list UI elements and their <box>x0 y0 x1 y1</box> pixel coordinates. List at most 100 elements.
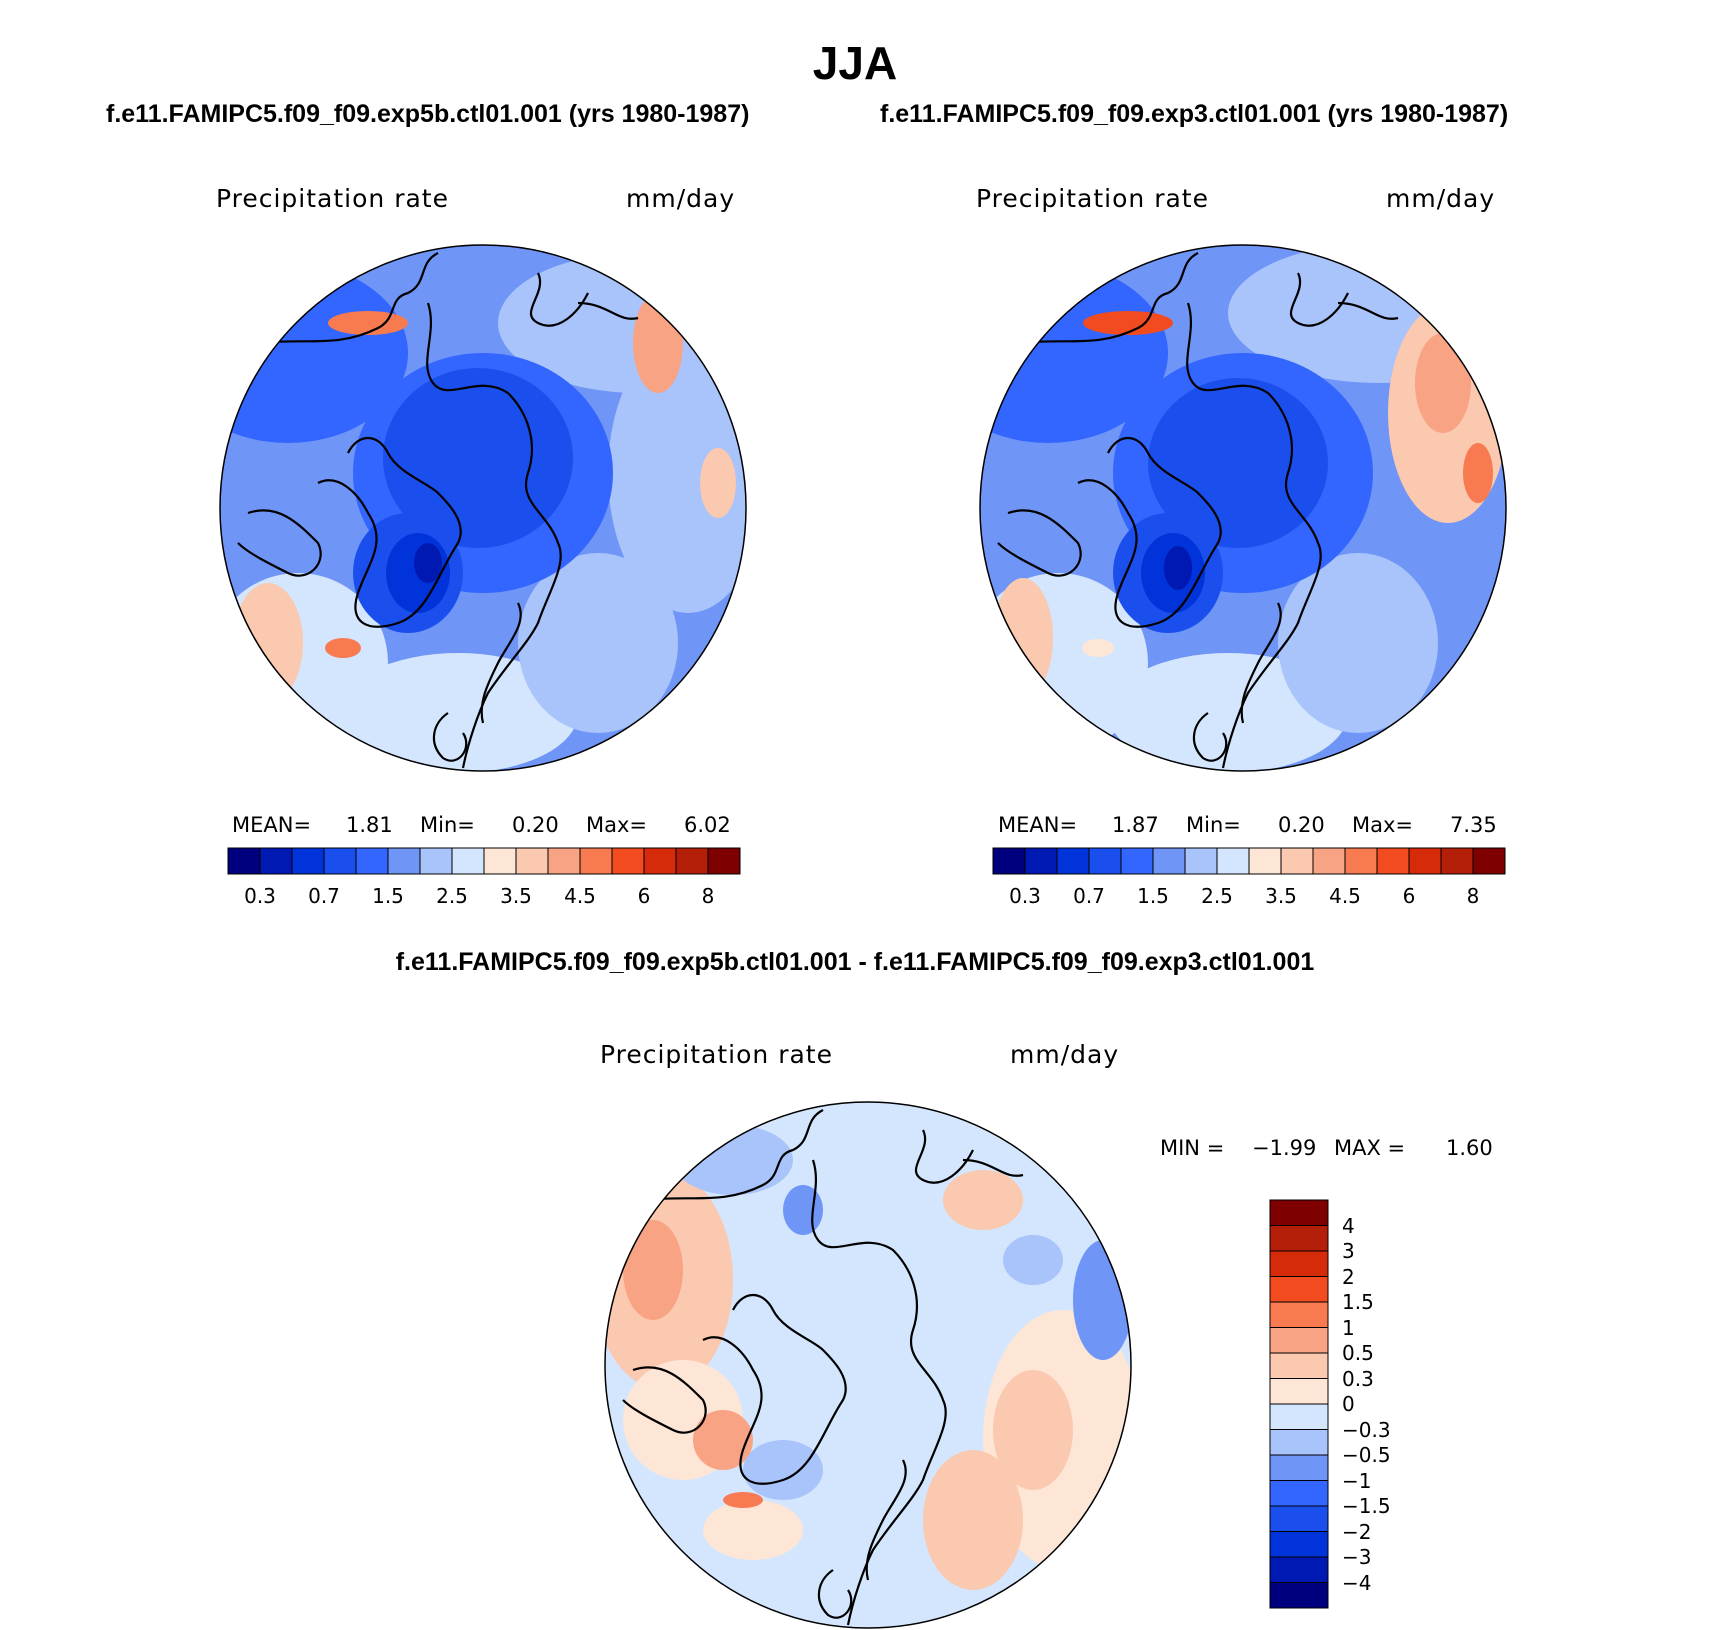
panel-1-colorbar <box>227 847 741 875</box>
panel-1-case-title: f.e11.FAMIPC5.f09_f09.exp5b.ctl01.001 (y… <box>106 100 750 128</box>
difference-min-label: MIN = <box>1160 1136 1225 1160</box>
panel-1-colorbar-swatch <box>707 847 741 875</box>
panel-1-colorbar-tick-label: 2.5 <box>436 884 468 908</box>
panel-2-min-value: 0.20 <box>1278 813 1325 837</box>
panel-1-coastlines <box>237 252 639 769</box>
panel-2-units-label: mm/day <box>1386 184 1496 213</box>
difference-colorbar-swatch <box>1269 1378 1329 1405</box>
panel-2-colorbar-tick-label: 2.5 <box>1201 884 1233 908</box>
difference-max-value: 1.60 <box>1446 1136 1493 1160</box>
panel-2-colorbar-swatch <box>1120 847 1154 875</box>
panel-1-colorbar-swatch <box>419 847 453 875</box>
panel-2-colorbar-tick-label: 6 <box>1402 884 1416 908</box>
difference-colorbar-swatch <box>1269 1327 1329 1354</box>
panel-1-colorbar-swatch <box>451 847 485 875</box>
panel-2-colorbar-swatch <box>1184 847 1218 875</box>
panel-1-colorbar-tick-label: 0.7 <box>308 884 340 908</box>
panel-1-colorbar-tick-label: 6 <box>637 884 651 908</box>
difference-colorbar-swatch <box>1269 1403 1329 1430</box>
difference-colorbar-swatch <box>1269 1505 1329 1532</box>
panel-2-colorbar-swatch <box>1056 847 1090 875</box>
difference-colorbar-swatch <box>1269 1429 1329 1456</box>
difference-field <box>605 1102 1131 1628</box>
panel-1-min-label: Min= <box>420 813 475 837</box>
difference-colorbar-swatch <box>1269 1276 1329 1303</box>
panel-2-colorbar-swatch <box>1376 847 1410 875</box>
panel-2-colorbar-tick-label: 3.5 <box>1265 884 1297 908</box>
difference-colorbar-tick-label: 2 <box>1342 1264 1355 1289</box>
panel-2-colorbar-tick-label: 4.5 <box>1329 884 1361 908</box>
panel-1-colorbar-swatch <box>259 847 293 875</box>
panel-2-colorbar-swatch <box>1024 847 1058 875</box>
panel-2-precip-field <box>980 245 1506 771</box>
panel-2-colorbar-swatch <box>1248 847 1282 875</box>
panel-2-colorbar-swatch <box>1440 847 1474 875</box>
panel-2-min-label: Min= <box>1186 813 1241 837</box>
difference-colorbar-swatch <box>1269 1250 1329 1277</box>
panel-1-colorbar-swatch <box>643 847 677 875</box>
difference-colorbar-swatch <box>1269 1480 1329 1507</box>
panel-1-colorbar-tick-label: 8 <box>701 884 715 908</box>
difference-colorbar-swatch <box>1269 1301 1329 1328</box>
difference-colorbar-swatch <box>1269 1352 1329 1379</box>
panel-1-mean-value: 1.81 <box>346 813 393 837</box>
panel-2-colorbar-swatch <box>1088 847 1122 875</box>
difference-title: f.e11.FAMIPC5.f09_f09.exp5b.ctl01.001 - … <box>395 948 1315 976</box>
panel-2-colorbar-swatch <box>1152 847 1186 875</box>
difference-colorbar-swatch <box>1269 1556 1329 1583</box>
panel-2-mean-value: 1.87 <box>1112 813 1159 837</box>
panel-1-colorbar-tick-label: 0.3 <box>244 884 276 908</box>
panel-2-max-value: 7.35 <box>1450 813 1497 837</box>
panel-2-colorbar-tick-label: 1.5 <box>1137 884 1169 908</box>
panel-2-variable-label: Precipitation rate <box>976 184 1209 213</box>
panel-2-polar-map <box>979 244 1507 772</box>
panel-1-max-value: 6.02 <box>684 813 731 837</box>
difference-polar-map <box>604 1101 1132 1629</box>
difference-colorbar-tick-label: −1.5 <box>1342 1494 1391 1518</box>
panel-2-colorbar-swatch <box>1216 847 1250 875</box>
panel-1-mean-label: MEAN= <box>232 813 312 837</box>
panel-2-colorbar-tick-label: 0.3 <box>1009 884 1041 908</box>
panel-2-colorbar-swatch <box>1472 847 1506 875</box>
difference-colorbar-swatch <box>1269 1199 1329 1226</box>
panel-2-colorbar <box>992 847 1506 875</box>
panel-2-case-title: f.e11.FAMIPC5.f09_f09.exp3.ctl01.001 (yr… <box>880 100 1509 128</box>
panel-2-colorbar-swatch <box>1408 847 1442 875</box>
difference-colorbar-tick-label: 1 <box>1342 1315 1355 1340</box>
difference-colorbar-tick-label: −3 <box>1342 1545 1372 1569</box>
panel-1-precip-field <box>220 245 746 771</box>
panel-1-colorbar-swatch <box>579 847 613 875</box>
panel-2-colorbar-swatch <box>992 847 1026 875</box>
panel-1-variable-label: Precipitation rate <box>216 184 449 213</box>
panel-1-colorbar-swatch <box>387 847 421 875</box>
panel-2-colorbar-tick-label: 8 <box>1466 884 1480 908</box>
panel-2-mean-label: MEAN= <box>998 813 1078 837</box>
difference-colorbar-tick-label: −0.3 <box>1342 1417 1391 1442</box>
panel-1-colorbar-swatch <box>675 847 709 875</box>
difference-max-label: MAX = <box>1334 1136 1406 1160</box>
difference-colorbar-tick-label: 0.5 <box>1342 1341 1374 1365</box>
panel-1-polar-map <box>219 244 747 772</box>
panel-1-colorbar-swatch <box>291 847 325 875</box>
panel-1-colorbar-swatch <box>611 847 645 875</box>
panel-2-colorbar-swatch <box>1280 847 1314 875</box>
difference-colorbar-swatch <box>1269 1531 1329 1558</box>
panel-1-colorbar-swatch <box>547 847 581 875</box>
difference-colorbar-tick-label: 4 <box>1342 1213 1355 1238</box>
difference-colorbar-tick-label: 1.5 <box>1342 1290 1374 1314</box>
panel-1-min-value: 0.20 <box>512 813 559 837</box>
difference-colorbar-tick-label: −2 <box>1342 1519 1372 1544</box>
difference-min-value: −1.99 <box>1252 1136 1317 1160</box>
panel-1-colorbar-swatch <box>515 847 549 875</box>
panel-2-max-label: Max= <box>1352 813 1414 837</box>
difference-colorbar-tick-label: 0.3 <box>1342 1366 1374 1391</box>
panel-1-colorbar-tick-label: 4.5 <box>564 884 596 908</box>
panel-1-colorbar-swatch <box>323 847 357 875</box>
panel-1-colorbar-tick-label: 3.5 <box>500 884 532 908</box>
difference-colorbar-tick-label: −1 <box>1342 1468 1372 1493</box>
panel-2-colorbar-swatch <box>1312 847 1346 875</box>
difference-colorbar-swatch <box>1269 1225 1329 1252</box>
panel-2-colorbar-tick-label: 0.7 <box>1073 884 1105 908</box>
difference-colorbar-tick-label: −0.5 <box>1342 1443 1391 1467</box>
panel-1-colorbar-swatch <box>227 847 261 875</box>
